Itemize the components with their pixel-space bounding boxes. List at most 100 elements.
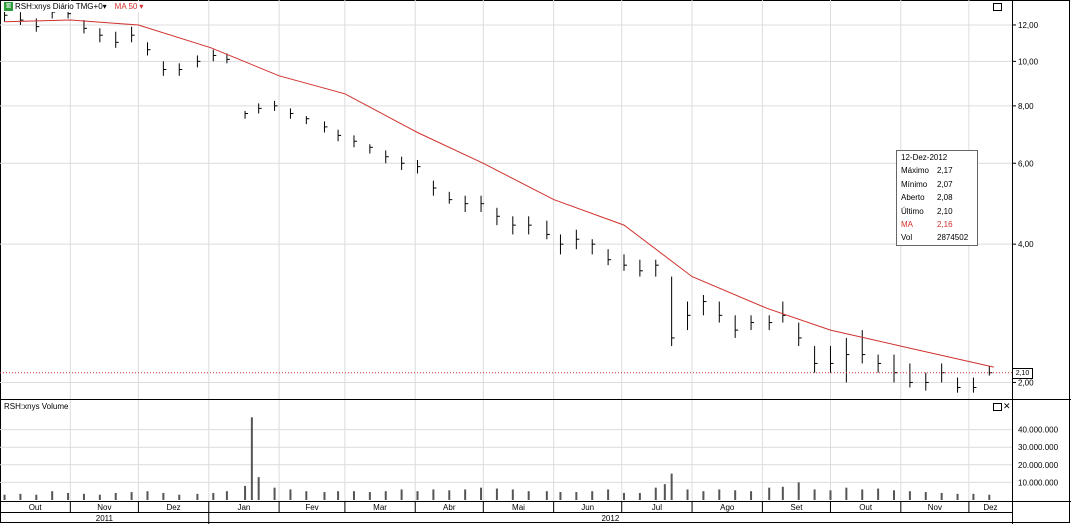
volume-bar (289, 489, 292, 500)
tooltip-date: 12-Dez-2012 (901, 153, 948, 162)
volume-bar (250, 417, 253, 500)
tooltip-label: Último (901, 206, 924, 216)
volume-tick-label: 20.000.000 (1018, 461, 1059, 470)
tooltip-label: Máximo (901, 166, 930, 176)
tooltip-row-low: Mínimo 2,07 (897, 178, 977, 191)
volume-bar (734, 490, 737, 500)
volume-bar (495, 488, 498, 500)
volume-bar (448, 490, 451, 500)
volume-bar (464, 489, 467, 500)
ma-50-line (4, 19, 994, 368)
volume-bar (337, 491, 340, 500)
volume-bar (845, 487, 848, 500)
volume-bar (607, 489, 610, 500)
volume-bar (511, 489, 514, 500)
volume-bar (750, 491, 753, 500)
volume-bar (400, 489, 403, 500)
volume-bar (829, 490, 832, 500)
volume-bar (146, 491, 149, 500)
volume-bar (638, 492, 641, 500)
chart-icon: ▥ (4, 2, 13, 11)
volume-bar (686, 489, 689, 500)
dropdown-arrow-icon[interactable]: ▾ (102, 2, 107, 11)
year-label: 2011 (96, 514, 114, 523)
volume-bar (432, 489, 435, 500)
tooltip-value: 2,17 (937, 166, 953, 176)
volume-bar (622, 492, 625, 500)
month-label: Jul (652, 503, 662, 512)
month-label: Mar (373, 503, 387, 512)
tooltip-row-high: Máximo 2,17 (897, 164, 977, 177)
last-price-label: 2,10 (1012, 367, 1033, 379)
volume-bar (67, 492, 70, 500)
tooltip-label: Aberto (901, 193, 925, 203)
data-tooltip: 12-Dez-2012 Máximo 2,17 Mínimo 2,07 Aberto… (896, 150, 978, 246)
volume-bar (893, 490, 896, 500)
volume-bar (162, 492, 165, 500)
ma-dropdown-icon[interactable]: ▾ (139, 2, 144, 11)
ma-label[interactable]: MA 50 (114, 2, 138, 11)
tooltip-label: Mínimo (901, 179, 928, 189)
maximize-icon[interactable] (993, 3, 1002, 11)
year-label: 2012 (601, 514, 619, 523)
volume-bar (988, 494, 991, 500)
volume-bar (130, 492, 133, 500)
volume-bar (114, 492, 117, 500)
month-label: Nov (97, 503, 111, 512)
tooltip-value: 2,08 (937, 193, 953, 203)
volume-bar (352, 491, 355, 500)
volume-close-icon[interactable]: ✕ (1003, 401, 1011, 411)
volume-bar (19, 493, 22, 500)
volume-panel-title: RSH:xnys Volume (4, 402, 69, 411)
month-label: Nov (928, 503, 942, 512)
volume-bar (244, 485, 247, 500)
volume-bar (702, 491, 705, 500)
volume-bar (212, 492, 215, 500)
volume-bars (3, 417, 991, 500)
month-label: Set (790, 503, 803, 512)
month-label: Abr (443, 503, 456, 512)
volume-bar (305, 491, 308, 500)
tooltip-value: 2,07 (937, 179, 953, 189)
tooltip-value: 2,16 (937, 220, 953, 230)
chart-title: ▥ RSH:xnys Diário TMG+0 ▾ MA 50 ▾ (4, 1, 144, 12)
tooltip-label: Vol (901, 233, 913, 243)
volume-bar (416, 491, 419, 500)
price-tick-label: 6,00 (1018, 159, 1034, 168)
volume-bar (480, 487, 483, 500)
volume-bar (797, 482, 800, 500)
price-tick-label: 10,00 (1018, 57, 1039, 66)
volume-bar (257, 477, 260, 500)
volume-bar (82, 493, 85, 500)
volume-tick-label: 40.000.000 (1018, 426, 1059, 435)
volume-tick-label: 10.000.000 (1018, 478, 1059, 487)
volume-bar (527, 491, 530, 500)
volume-bar (781, 486, 784, 500)
volume-bar (575, 492, 578, 500)
volume-bar (178, 494, 181, 500)
volume-bar (323, 492, 326, 500)
ma-line (4, 19, 994, 368)
volume-bar (273, 487, 276, 500)
volume-bar (591, 491, 594, 500)
month-label: Jun (581, 503, 594, 512)
month-label: Fev (305, 503, 318, 512)
month-label: Jan (237, 503, 250, 512)
price-tick-label: 2,00 (1018, 378, 1034, 387)
volume-bar (908, 491, 911, 500)
month-label: Mai (512, 503, 525, 512)
volume-maximize-icon[interactable] (993, 403, 1002, 411)
tooltip-label: MA (901, 220, 913, 230)
tooltip-row-vol: Vol 2874502 (897, 231, 977, 244)
volume-bar (98, 494, 101, 500)
month-label: Out (29, 503, 43, 512)
volume-tick-label: 30.000.000 (1018, 443, 1059, 452)
volume-bar (924, 492, 927, 500)
volume-bar (877, 488, 880, 500)
price-candles (4, 5, 993, 393)
month-label: Dez (166, 503, 180, 512)
symbol-label[interactable]: RSH:xnys Diário TMG+0 (15, 2, 103, 11)
